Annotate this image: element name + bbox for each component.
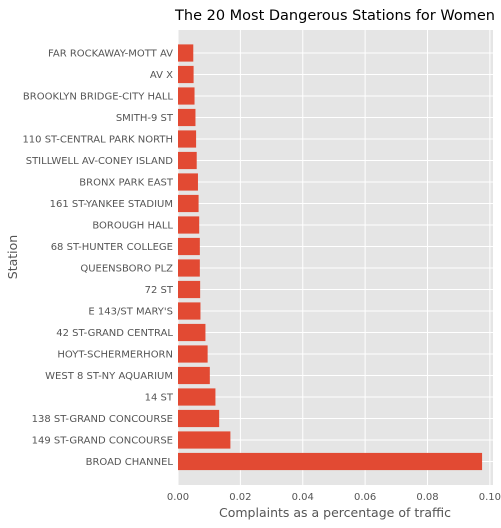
y-tick-label: 110 ST-CENTRAL PARK NORTH [22, 135, 173, 146]
x-tick-labels: 0.00 0.02 0.04 0.06 0.08 0.10 [167, 492, 501, 503]
y-tick-label: BROAD CHANNEL [86, 457, 174, 468]
bar [178, 323, 206, 342]
bars [178, 44, 483, 471]
y-tick-label: SMITH-9 ST [116, 113, 174, 124]
y-tick-label: BRONX PARK EAST [79, 178, 174, 189]
y-tick-label: 149 ST-GRAND CONCOURSE [32, 436, 173, 447]
bar [178, 44, 194, 62]
y-tick-label: FAR ROCKAWAY-MOTT AV [48, 49, 173, 60]
x-tick-label: 0.04 [292, 492, 314, 503]
grid-lines [177, 30, 493, 485]
bar [178, 130, 197, 148]
y-tick-label: QUEENSBORO PLZ [80, 264, 173, 275]
y-tick-label: 68 ST-HUNTER COLLEGE [51, 242, 173, 253]
plot-background [178, 30, 493, 485]
bar [178, 388, 216, 406]
chart-title: The 20 Most Dangerous Stations for Women [174, 8, 495, 24]
y-tick-label: 138 ST-GRAND CONCOURSE [32, 414, 173, 425]
bar [178, 345, 208, 363]
y-tick-label: STILLWELL AV-CONEY ISLAND [26, 156, 174, 167]
x-tick-label: 0.00 [167, 492, 189, 503]
x-tick-label: 0.08 [416, 492, 438, 503]
y-tick-label: AV X [150, 70, 173, 81]
bar [178, 108, 196, 127]
y-tick-label: 161 ST-YANKEE STADIUM [50, 199, 173, 210]
y-tick-labels: BROAD CHANNEL 149 ST-GRAND CONCOURSE 138 S… [22, 49, 173, 469]
bar [178, 302, 201, 320]
bar [178, 194, 199, 213]
y-tick-label: 42 ST-GRAND CENTRAL [56, 328, 173, 339]
y-tick-label: BROOKLYN BRIDGE-CITY HALL [23, 92, 174, 103]
y-tick-label: 72 ST [145, 285, 174, 296]
y-tick-label: WEST 8 ST-NY AQUARIUM [45, 371, 173, 382]
bar [178, 87, 195, 105]
bar [178, 65, 194, 84]
bar [178, 280, 201, 299]
bar [178, 151, 197, 170]
bar [178, 409, 220, 428]
bar [178, 216, 200, 234]
bar [178, 366, 210, 385]
y-axis-label: Station [5, 235, 20, 279]
x-tick-label: 0.10 [479, 492, 501, 503]
bar [178, 173, 198, 191]
y-tick-label: HOYT-SCHERMERHORN [57, 350, 173, 361]
y-tick-label: BOROUGH HALL [92, 221, 173, 232]
y-tick-label: 14 ST [145, 393, 174, 404]
x-tick-label: 0.06 [354, 492, 376, 503]
bar [178, 237, 200, 256]
bar [178, 259, 200, 277]
x-axis-label: Complaints as a percentage of traffic [219, 505, 451, 520]
y-tick-label: E 143/ST MARY'S [88, 307, 173, 318]
bar [178, 452, 483, 471]
bar [178, 431, 231, 449]
x-tick-label: 0.02 [229, 492, 251, 503]
